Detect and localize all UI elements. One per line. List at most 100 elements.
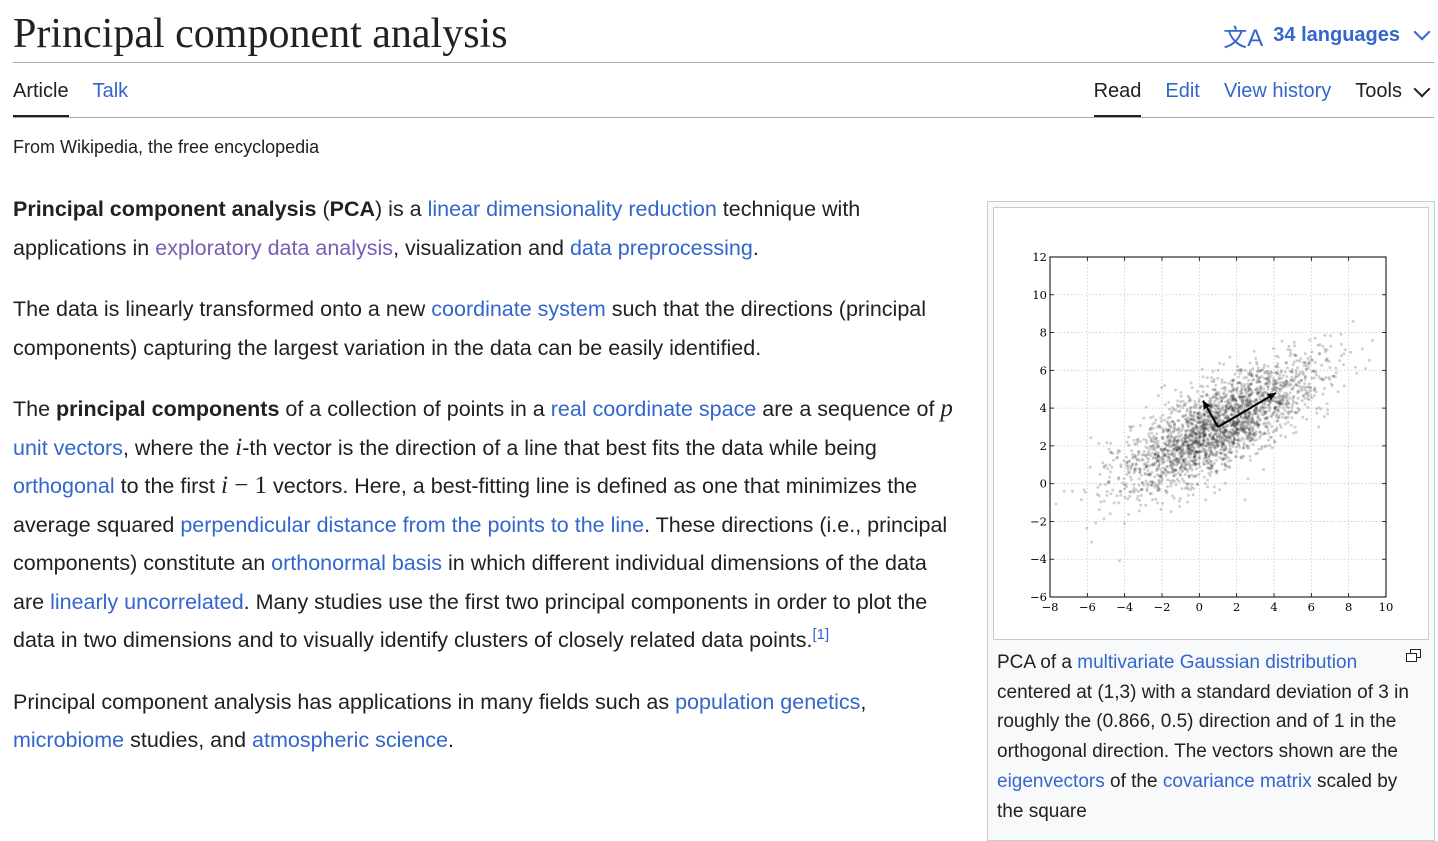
scatter-point bbox=[1201, 444, 1205, 448]
tab-article[interactable]: Article bbox=[13, 66, 69, 118]
scatter-point bbox=[1343, 348, 1347, 352]
scatter-point bbox=[1222, 442, 1226, 446]
article-link[interactable]: real coordinate space bbox=[550, 397, 757, 421]
scatter-point bbox=[1144, 445, 1148, 449]
scatter-point bbox=[1182, 459, 1185, 463]
tab-read[interactable]: Read bbox=[1093, 66, 1142, 118]
article-link[interactable]: unit vectors bbox=[13, 435, 123, 460]
scatter-point bbox=[1234, 398, 1238, 402]
scatter-point bbox=[1180, 423, 1184, 427]
scatter-point bbox=[1191, 430, 1195, 434]
citation-link[interactable]: [1] bbox=[812, 625, 830, 643]
text-run: , where the bbox=[122, 435, 236, 460]
language-selector[interactable]: 文A 34 languages bbox=[1223, 18, 1434, 52]
scatter-point bbox=[1275, 371, 1279, 375]
scatter-point bbox=[1264, 369, 1268, 373]
scatter-point bbox=[1168, 453, 1171, 457]
scatter-point bbox=[1226, 399, 1230, 403]
scatter-point bbox=[1211, 395, 1215, 399]
scatter-point bbox=[1211, 388, 1215, 392]
scatter-point bbox=[1241, 428, 1245, 432]
scatter-point bbox=[1202, 441, 1206, 445]
article-link[interactable]: atmospheric science bbox=[252, 728, 448, 752]
scatter-point bbox=[1190, 414, 1194, 418]
scatter-point bbox=[1088, 465, 1092, 469]
scatter-point bbox=[1303, 361, 1307, 365]
scatter-point bbox=[1240, 389, 1244, 392]
scatter-point bbox=[1306, 357, 1310, 361]
scatter-point bbox=[1244, 392, 1248, 396]
scatter-point bbox=[1246, 419, 1250, 423]
scatter-point bbox=[1220, 400, 1224, 404]
scatter-point bbox=[1185, 429, 1189, 433]
scatter-point bbox=[1254, 452, 1258, 456]
scatter-point bbox=[1181, 453, 1185, 457]
scatter-point bbox=[1195, 415, 1199, 419]
article-link[interactable]: linear dimensionality reduction bbox=[427, 197, 717, 221]
scatter-point bbox=[1215, 392, 1219, 396]
tab-view-history[interactable]: View history bbox=[1223, 80, 1332, 102]
article-link[interactable]: population genetics bbox=[675, 689, 861, 714]
article-link[interactable]: linearly uncorrelated bbox=[50, 589, 244, 614]
scatter-point bbox=[1129, 467, 1133, 471]
scatter-point bbox=[1240, 423, 1244, 426]
scatter-point bbox=[1204, 450, 1208, 454]
scatter-point bbox=[1204, 422, 1208, 426]
magnify-icon[interactable] bbox=[1406, 649, 1421, 662]
scatter-point bbox=[1231, 442, 1235, 445]
scatter-point bbox=[1247, 388, 1251, 392]
scatter-point bbox=[1258, 430, 1262, 434]
article-link[interactable]: multivariate Gaussian distribution bbox=[1077, 652, 1358, 673]
article-link[interactable]: perpendicular distance from the points t… bbox=[180, 512, 645, 537]
article-link[interactable]: eigenvectors bbox=[997, 770, 1105, 792]
scatter-point bbox=[1154, 497, 1158, 501]
scatter-point bbox=[1310, 376, 1314, 380]
scatter-point bbox=[1230, 409, 1234, 413]
scatter-point bbox=[1258, 376, 1261, 380]
scatter-point bbox=[1208, 447, 1212, 450]
scatter-point bbox=[1167, 455, 1171, 459]
scatter-point bbox=[1209, 403, 1213, 407]
tab-edit[interactable]: Edit bbox=[1165, 80, 1200, 102]
article-link[interactable]: orthogonal bbox=[13, 474, 115, 498]
scatter-point bbox=[1240, 420, 1244, 424]
pca-scatter-image[interactable]: −8 −6 −4 −2 0 2 4 6 8 10 −6 −4 −2 0 2 4 6 8 10 12 bbox=[993, 207, 1429, 640]
article-link[interactable]: exploratory data analysis bbox=[155, 235, 394, 260]
scatter-point bbox=[1248, 439, 1252, 443]
article-link[interactable]: coordinate system bbox=[431, 297, 606, 321]
scatter-point bbox=[1213, 395, 1217, 399]
tab-talk[interactable]: Talk bbox=[92, 80, 129, 102]
scatter-point bbox=[1200, 469, 1204, 473]
scatter-point bbox=[1255, 424, 1259, 427]
scatter-point bbox=[1153, 482, 1157, 486]
tools-menu[interactable]: Tools bbox=[1355, 66, 1434, 118]
scatter-point bbox=[1176, 405, 1180, 408]
scatter-point bbox=[1230, 405, 1234, 409]
scatter-point bbox=[1212, 485, 1216, 489]
scatter-point bbox=[1246, 416, 1250, 420]
article-link[interactable]: covariance matrix bbox=[1162, 770, 1312, 792]
scatter-point bbox=[1179, 465, 1183, 469]
scatter-point bbox=[1273, 400, 1277, 404]
scatter-point bbox=[1214, 429, 1217, 433]
scatter-point bbox=[1214, 411, 1218, 414]
scatter-point bbox=[1151, 415, 1155, 419]
scatter-point bbox=[1230, 383, 1234, 387]
scatter-point bbox=[1173, 438, 1177, 442]
scatter-point bbox=[1246, 416, 1250, 420]
scatter-point bbox=[1241, 398, 1245, 401]
scatter-point bbox=[1229, 394, 1233, 398]
scatter-point bbox=[1215, 410, 1219, 414]
scatter-point bbox=[1287, 412, 1291, 416]
x-tick-label: 6 bbox=[1308, 600, 1315, 614]
scatter-point bbox=[1202, 435, 1206, 439]
scatter-point bbox=[1233, 402, 1237, 406]
scatter-point bbox=[1219, 429, 1223, 433]
article-link[interactable]: microbiome bbox=[13, 728, 125, 752]
scatter-point bbox=[1273, 396, 1277, 400]
scatter-point bbox=[1286, 398, 1290, 402]
article-link[interactable]: data preprocessing bbox=[569, 235, 753, 260]
x-tick-label: 10 bbox=[1379, 600, 1394, 614]
scatter-point bbox=[1190, 417, 1194, 421]
article-link[interactable]: orthonormal basis bbox=[271, 551, 443, 575]
